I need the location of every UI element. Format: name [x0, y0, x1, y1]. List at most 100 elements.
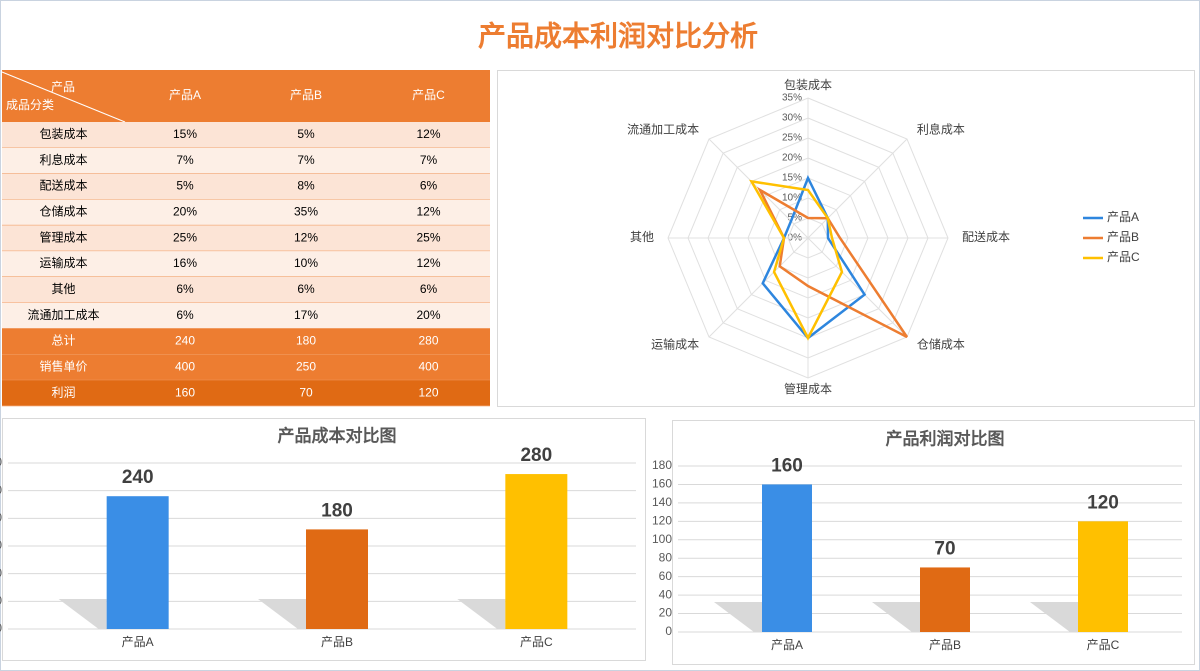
row-label: 运输成本	[39, 255, 87, 270]
legend-label: 产品B	[1107, 230, 1139, 244]
y-tick-label: 250	[0, 483, 2, 497]
row-label: 其他	[51, 282, 75, 296]
table-cell: 15%	[173, 127, 197, 141]
table-cell: 16%	[173, 256, 197, 270]
y-tick-label: 100	[652, 532, 672, 546]
row-label: 总计	[51, 334, 75, 348]
category-label: 仓储成本	[917, 337, 965, 352]
table-row	[2, 199, 490, 226]
table-row	[2, 122, 490, 148]
row-label: 仓储成本	[39, 204, 87, 219]
category-label: 配送成本	[962, 229, 1010, 244]
y-tick-label: 0	[665, 624, 672, 638]
data-label: 180	[321, 500, 353, 521]
y-tick-label: 0	[0, 621, 2, 635]
column-header: 产品B	[290, 88, 322, 102]
table-cell: 6%	[297, 282, 315, 296]
x-tick-label: 产品A	[122, 635, 154, 649]
bar-shadow	[714, 602, 762, 632]
y-tick-label: 150	[0, 538, 2, 552]
table-cell: 7%	[297, 153, 315, 167]
bar	[920, 567, 970, 632]
row-label: 配送成本	[39, 178, 87, 193]
data-label: 240	[122, 467, 154, 488]
y-tick-label: 40	[659, 587, 673, 601]
table-cell: 6%	[176, 282, 194, 296]
bar-shadow	[1030, 602, 1078, 632]
radar-line	[749, 179, 844, 341]
category-label: 管理成本	[784, 381, 832, 396]
table-cell: 240	[175, 334, 195, 348]
table-cell: 6%	[420, 179, 438, 193]
radar-spoke	[807, 237, 908, 338]
table-cell: 20%	[416, 308, 440, 322]
corner-diagonal	[1, 71, 126, 123]
table-cell: 10%	[294, 256, 318, 270]
table-cell: 400	[175, 359, 195, 373]
chart-title: 产品成本对比图	[278, 425, 397, 445]
category-label: 包装成本	[784, 78, 832, 92]
page-title: 产品成本利润对比分析	[478, 19, 758, 51]
table-cell: 25%	[416, 230, 440, 244]
radar-spoke	[708, 237, 809, 338]
table-row	[2, 147, 490, 174]
table-cell: 250	[296, 359, 316, 373]
r-tick-label: 25%	[782, 133, 802, 144]
y-tick-label: 180	[652, 458, 672, 472]
y-tick-label: 50	[0, 594, 2, 608]
r-tick-label: 15%	[782, 173, 802, 184]
table-cell: 70	[299, 385, 313, 399]
table-cell: 180	[296, 334, 316, 348]
table-cell: 5%	[297, 127, 315, 141]
column-header: 产品C	[412, 88, 445, 102]
corner-bottom: 成品分类	[6, 98, 54, 112]
table-cell: 12%	[294, 230, 318, 244]
r-tick-label: 30%	[782, 113, 802, 124]
y-tick-label: 80	[659, 550, 673, 564]
data-label: 120	[1087, 492, 1119, 513]
bar	[505, 474, 568, 629]
y-tick-label: 140	[652, 495, 672, 509]
table-cell: 5%	[176, 179, 194, 193]
table-cell: 6%	[420, 282, 438, 296]
table-row	[2, 173, 490, 200]
table-cell: 12%	[416, 127, 440, 141]
legend-label: 产品C	[1107, 250, 1140, 264]
data-label: 70	[934, 538, 955, 559]
table-cell: 12%	[416, 256, 440, 270]
bar-shadow	[457, 599, 506, 629]
table-cell: 25%	[173, 230, 197, 244]
bar	[106, 496, 169, 629]
y-tick-label: 100	[0, 566, 2, 580]
category-label: 利息成本	[917, 122, 965, 137]
chart-title: 产品利润对比图	[886, 428, 1005, 448]
table-row	[2, 251, 490, 277]
data-label: 280	[520, 445, 552, 466]
r-tick-label: 35%	[782, 93, 802, 104]
y-tick-label: 60	[659, 569, 673, 583]
x-tick-label: 产品B	[929, 638, 961, 652]
bar-shadow	[58, 599, 107, 629]
y-tick-label: 200	[0, 511, 2, 525]
r-tick-label: 20%	[782, 153, 802, 164]
table-cell: 400	[418, 359, 438, 373]
table-cell: 120	[418, 385, 438, 399]
row-label: 销售单价	[39, 358, 87, 373]
table-cell: 17%	[294, 308, 318, 322]
row-label: 利润	[51, 385, 75, 399]
table-header	[2, 70, 490, 122]
column-header: 产品A	[169, 88, 201, 102]
table-row	[2, 276, 490, 303]
category-label: 其他	[630, 230, 654, 244]
table-row	[2, 328, 490, 355]
table-cell: 280	[418, 334, 438, 348]
table-row	[2, 354, 490, 381]
table-row	[2, 302, 490, 329]
legend-label: 产品A	[1107, 210, 1139, 224]
table-cell: 8%	[297, 179, 315, 193]
category-label: 流通加工成本	[627, 123, 699, 137]
table-cell: 20%	[173, 205, 197, 219]
row-label: 管理成本	[39, 229, 87, 244]
bar	[306, 529, 368, 629]
